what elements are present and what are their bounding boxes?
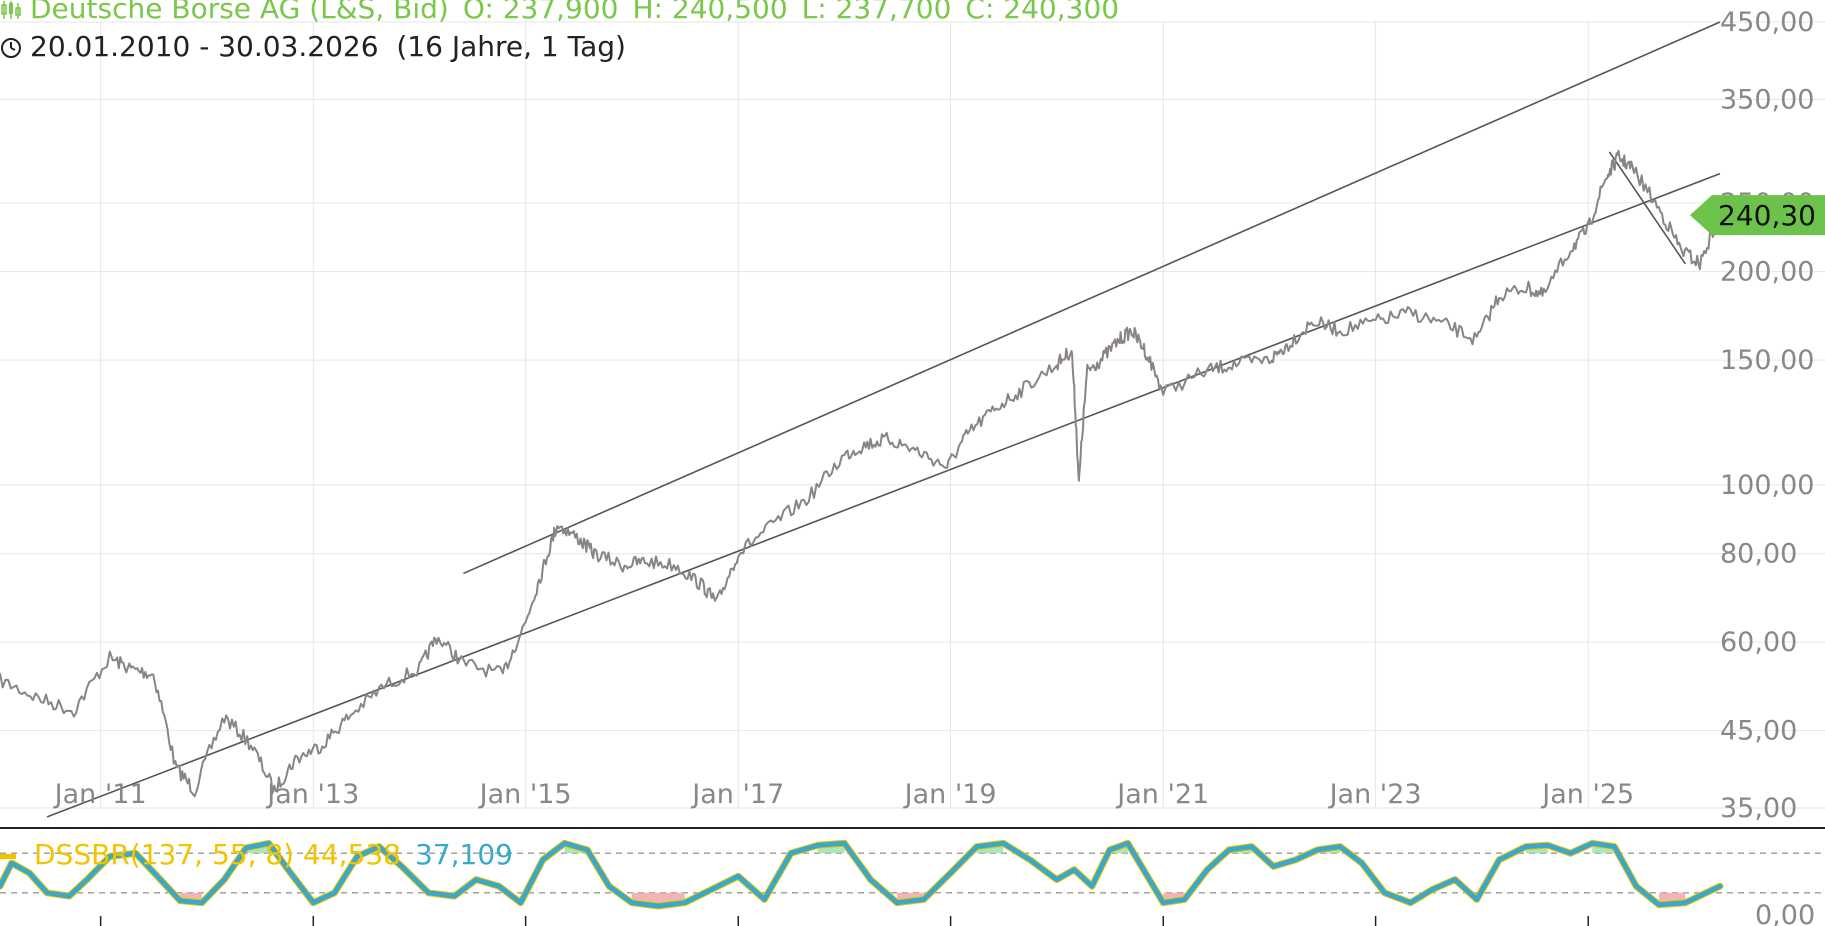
low-value: L: 237,700 — [801, 0, 952, 25]
y-tick-label: 60,00 — [1720, 627, 1797, 658]
x-tick-label: Jan '15 — [478, 779, 572, 810]
axis-layer: 450,00350,00250,00200,00150,00100,0080,0… — [0, 7, 1825, 926]
x-tick-label: Jan '21 — [1115, 779, 1209, 810]
trendline-layer — [46, 21, 1721, 818]
open-value: O: 237,900 — [462, 0, 619, 25]
instrument-header: Deutsche Börse AG (L&S, Bid) O: 237,900 H:… — [0, 0, 1119, 25]
x-tick-label: Jan '13 — [265, 779, 359, 810]
price-series-layer — [0, 149, 1721, 798]
y-tick-label: 35,00 — [1720, 793, 1797, 824]
y-tick-label: 350,00 — [1720, 84, 1814, 115]
price-line — [0, 149, 1721, 798]
trendline — [463, 21, 1721, 575]
oscillator-layer: 0,00 — [0, 839, 1825, 926]
high-value: H: 240,500 — [632, 0, 788, 25]
close-value: C: 240,300 — [965, 0, 1120, 25]
x-tick-label: Jan '11 — [53, 779, 147, 810]
oscillator-name: DSSBR(137, 55, 8) — [34, 838, 295, 871]
oscillator-line — [0, 840, 1723, 909]
y-tick-label: 150,00 — [1720, 345, 1814, 376]
y-tick-label: 200,00 — [1720, 257, 1814, 288]
trendline — [1608, 151, 1687, 265]
grid-layer — [0, 21, 1825, 809]
x-tick-label: Jan '25 — [1540, 779, 1634, 810]
date-range: 20.01.2010 - 30.03.2026 — [30, 30, 379, 63]
y-tick-label: 450,00 — [1720, 7, 1814, 38]
instrument-name: Deutsche Börse AG (L&S, Bid) — [30, 0, 449, 25]
candlestick-icon[interactable] — [0, 0, 22, 21]
x-tick-label: Jan '19 — [903, 779, 997, 810]
y-tick-label: 80,00 — [1720, 539, 1797, 570]
trendline — [46, 172, 1721, 818]
y-tick-label: 100,00 — [1720, 470, 1814, 501]
oscillator-y-tick-label: 0,00 — [1755, 900, 1815, 926]
oscillator-value-1: 44,538 — [303, 838, 401, 871]
oscillator-value-2: 37,109 — [415, 838, 513, 871]
legend-swatch — [0, 853, 16, 859]
x-tick-label: Jan '23 — [1328, 779, 1422, 810]
oscillator-legend: DSSBR(137, 55, 8) 44,538 37,109 — [0, 838, 513, 871]
clock-icon[interactable] — [0, 37, 22, 59]
y-tick-label: 45,00 — [1720, 716, 1797, 747]
date-range-header: 20.01.2010 - 30.03.2026 (16 Jahre, 1 Tag… — [0, 30, 626, 63]
date-span: (16 Jahre, 1 Tag) — [396, 30, 626, 63]
price-badge — [1690, 195, 1825, 236]
price-badge-layer: 240,30 — [1690, 195, 1825, 236]
price-badge-label: 240,30 — [1718, 199, 1816, 232]
x-tick-label: Jan '17 — [690, 779, 784, 810]
